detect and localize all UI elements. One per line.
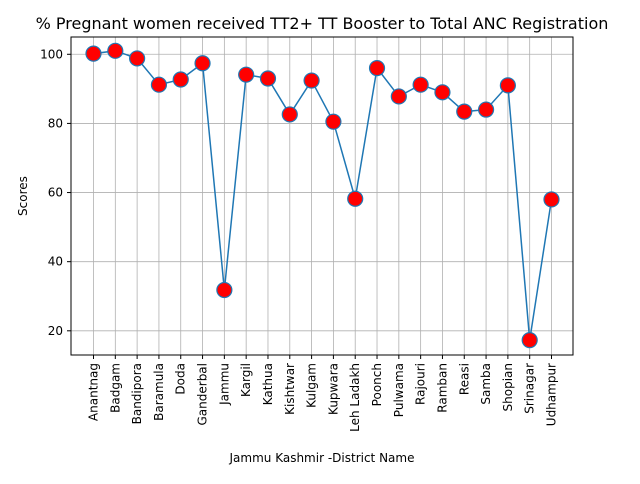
x-tick-label: Udhampur	[545, 363, 559, 426]
x-axis-label: Jammu Kashmir -District Name	[229, 451, 415, 465]
data-point-ramban	[434, 84, 451, 101]
x-tick-label: Ramban	[435, 363, 449, 413]
data-point-shopian	[499, 77, 516, 94]
data-point-reasi	[456, 103, 473, 120]
data-point-kulgam	[303, 72, 320, 89]
chart-title: % Pregnant women received TT2+ TT Booste…	[36, 14, 609, 33]
y-tick-label: 20	[48, 324, 63, 338]
data-point-srinagar	[521, 332, 538, 349]
x-tick-label: Poonch	[370, 363, 384, 406]
data-point-kathua	[259, 70, 277, 87]
x-tick-label: Kupwara	[326, 363, 340, 415]
data-point-doda	[172, 71, 189, 88]
x-tick-label: Srinagar	[523, 363, 537, 414]
x-tick-label: Samba	[479, 363, 493, 405]
data-point-badgam	[107, 42, 124, 59]
data-point-anantnag	[85, 45, 102, 62]
x-tick-label: Anantnag	[87, 363, 101, 421]
series-line	[93, 50, 553, 341]
data-point-ganderbal	[194, 55, 211, 72]
data-point-poonch	[368, 60, 386, 77]
data-point-leh-ladakh	[347, 190, 364, 207]
x-tick-label: Reasi	[457, 363, 471, 395]
x-tick-label: Kathua	[261, 363, 275, 405]
data-point-samba	[477, 101, 495, 118]
y-tick-label: 100	[40, 47, 63, 61]
data-point-rajouri	[412, 76, 429, 93]
x-tick-label: Bandipora	[130, 363, 144, 424]
x-tick-label: Kulgam	[305, 363, 319, 408]
data-point-bandipora	[129, 50, 146, 67]
x-tick-label: Rajouri	[414, 363, 428, 405]
ticks: 20 40 60 80 100 Anantnag Badgam Bandipora Baramu…	[40, 47, 558, 432]
x-tick-label: Leh Ladakh	[348, 363, 362, 432]
y-axis-label: Scores	[16, 176, 30, 216]
x-tick-label: Ganderbal	[196, 363, 210, 426]
data-point-udhampur	[543, 191, 560, 208]
y-tick-label: 40	[48, 255, 63, 269]
plot-frame	[70, 36, 574, 356]
data-point-pulwama	[390, 88, 407, 105]
x-tick-label: Pulwama	[392, 363, 406, 417]
data-point-kishtwar	[281, 106, 298, 123]
x-tick-label: Badgam	[108, 363, 122, 413]
series	[85, 42, 560, 349]
x-tick-label: Kargil	[239, 363, 253, 397]
y-tick-label: 80	[48, 116, 63, 130]
data-point-kargil	[238, 66, 255, 83]
x-tick-label: Jammu	[217, 363, 231, 406]
y-tick-label: 60	[48, 186, 63, 200]
x-tick-label: Kishtwar	[283, 363, 297, 415]
x-tick-label: Shopian	[501, 363, 515, 411]
x-tick-label: Doda	[174, 363, 188, 395]
x-tick-label: Baramula	[152, 363, 166, 421]
data-point-jammu	[216, 281, 233, 299]
data-point-baramula	[150, 76, 168, 93]
axes-frame	[70, 36, 574, 356]
data-point-kupwara	[325, 113, 342, 130]
